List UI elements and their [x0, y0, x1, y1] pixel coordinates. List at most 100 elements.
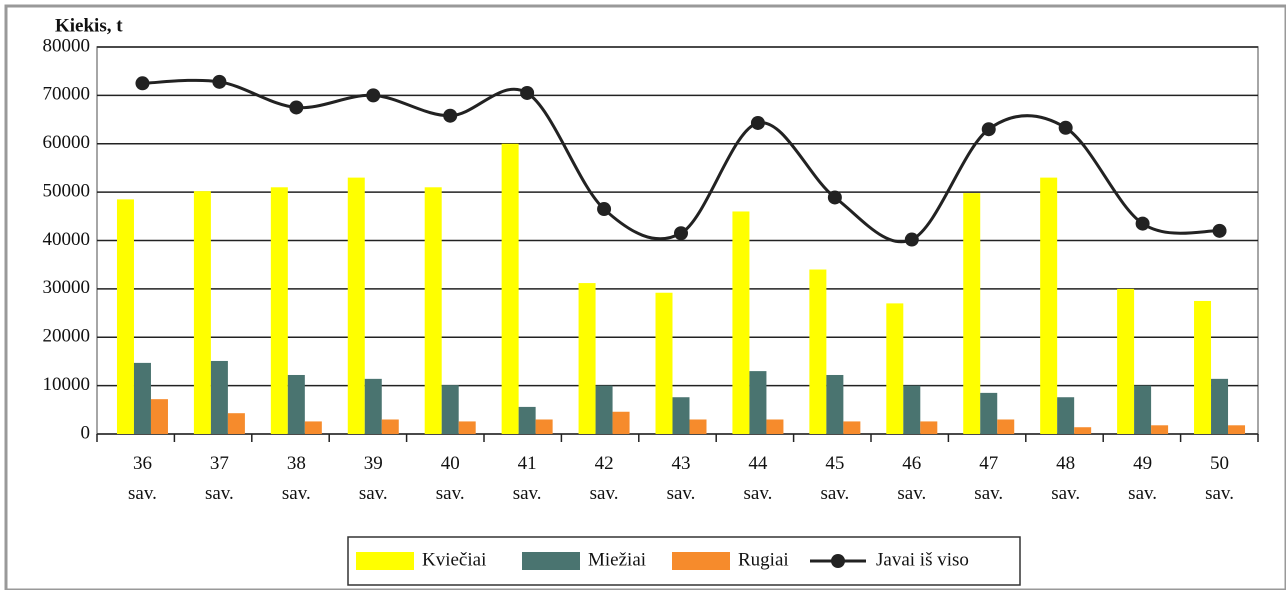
- frame: [4, 4, 1286, 590]
- x-tick-label: 46 sav.: [897, 453, 926, 504]
- line-marker: [366, 88, 381, 103]
- x-tick-label-line: sav.: [974, 483, 1003, 504]
- line-marker: [1212, 223, 1227, 238]
- bar: [920, 421, 938, 434]
- y-tick-label: 70000: [43, 84, 91, 105]
- x-tick-label: 45 sav.: [820, 453, 849, 504]
- x-tick-label-line: sav.: [359, 483, 388, 504]
- bar: [501, 143, 519, 434]
- x-tick-label-line: 50: [1210, 453, 1229, 474]
- y-tick-label: 10000: [43, 374, 91, 395]
- x-tick-label: 37 sav.: [205, 453, 234, 504]
- bar: [903, 385, 921, 434]
- x-tick-label: 39 sav.: [359, 453, 388, 504]
- bar: [193, 191, 211, 434]
- line-marker: [981, 122, 996, 137]
- bar: [381, 419, 399, 434]
- legend-swatch: [522, 552, 580, 570]
- x-tick-label-line: 45: [825, 453, 844, 474]
- x-tick-label-line: 49: [1133, 453, 1152, 474]
- x-tick-label-line: 43: [672, 453, 691, 474]
- x-tick-label: 38 sav.: [282, 453, 311, 504]
- bar: [997, 419, 1015, 434]
- bar: [612, 411, 630, 434]
- y-tick-label: 50000: [43, 180, 91, 201]
- line: [142, 78, 1220, 244]
- legend-marker: [831, 554, 845, 568]
- x-tick-label-line: sav.: [667, 483, 696, 504]
- y-axis-title: Kiekis, t: [55, 15, 123, 36]
- y-tick-label: 80000: [43, 35, 91, 56]
- line-marker: [212, 74, 227, 89]
- bar: [826, 374, 844, 434]
- bar: [424, 187, 442, 434]
- bar: [364, 378, 382, 434]
- line-marker: [750, 115, 765, 130]
- bar: [441, 385, 459, 434]
- x-tick-label-line: 47: [979, 453, 998, 474]
- bar: [347, 177, 365, 435]
- bar: [227, 413, 245, 434]
- x-tick-label-line: sav.: [282, 483, 311, 504]
- x-tick-label-line: 37: [210, 453, 229, 474]
- bar: [1194, 300, 1212, 434]
- line-marker: [674, 226, 688, 241]
- x-tick-label-line: 41: [518, 453, 537, 474]
- x-tick-label-line: 42: [595, 453, 614, 474]
- x-tick-label-line: sav.: [820, 483, 849, 504]
- x-tick-label-line: sav.: [1051, 483, 1080, 504]
- bar: [732, 211, 750, 434]
- x-tick-label-line: 39: [364, 453, 383, 474]
- legend-label: Javai iš viso: [876, 549, 969, 570]
- bar: [116, 199, 134, 434]
- bar: [518, 406, 536, 434]
- x-tick-label-line: sav.: [128, 483, 157, 504]
- legend-label: Kviečiai: [422, 549, 486, 570]
- x-tick-label-line: sav.: [1128, 483, 1157, 504]
- x-tick-label-line: 36: [133, 453, 152, 474]
- bar: [980, 392, 998, 434]
- bar: [766, 419, 784, 434]
- legend-swatch: [672, 552, 730, 570]
- bar: [287, 374, 305, 434]
- bar: [809, 269, 827, 434]
- x-tick-label: 47 sav.: [974, 453, 1003, 504]
- line-marker: [289, 100, 304, 115]
- x-tick-label-line: sav.: [897, 483, 926, 504]
- legend-swatch: [356, 552, 414, 570]
- bar: [304, 421, 322, 434]
- x-tick-label-line: 48: [1056, 453, 1075, 474]
- x-tick-label: 48 sav.: [1051, 453, 1080, 504]
- bar: [578, 283, 596, 434]
- bar: [963, 193, 981, 434]
- bar: [655, 292, 673, 434]
- bar: [1040, 177, 1058, 435]
- bar: [1057, 397, 1075, 434]
- x-tick-label-line: sav.: [436, 483, 465, 504]
- x-tick-label: 42 sav.: [590, 453, 619, 504]
- bar: [1151, 425, 1169, 434]
- y-tick-label: 30000: [43, 277, 91, 298]
- x-tick-label: 43 sav.: [667, 453, 696, 504]
- bar: [210, 360, 228, 434]
- bar: [1074, 427, 1092, 434]
- bar: [749, 371, 767, 434]
- y-tick-label: 20000: [43, 326, 91, 347]
- line-marker: [443, 108, 458, 123]
- line-marker: [904, 232, 919, 247]
- line-marker: [1135, 216, 1150, 231]
- y-tick-label: 60000: [43, 132, 91, 153]
- x-tick-label-line: 38: [287, 453, 306, 474]
- y-tick-label: 0: [81, 422, 91, 443]
- x-tick-label: 36 sav.: [128, 453, 157, 504]
- bar: [133, 362, 151, 434]
- bar: [1134, 385, 1152, 434]
- bar: [1211, 378, 1229, 434]
- bar: [1117, 288, 1135, 434]
- line-marker: [597, 202, 612, 217]
- x-tick-label: 44 sav.: [744, 453, 773, 504]
- x-tick-label-line: sav.: [744, 483, 773, 504]
- x-tick-label-line: sav.: [513, 483, 542, 504]
- bar: [843, 421, 861, 434]
